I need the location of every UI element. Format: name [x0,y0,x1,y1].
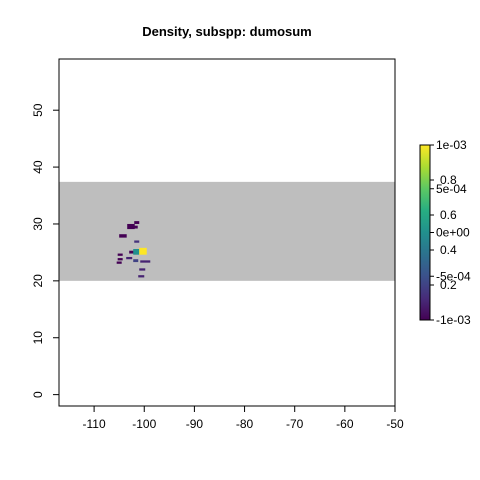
heatmap-cell [140,260,151,263]
x-tick-label: -50 [386,417,404,431]
heatmap-cell [119,234,127,238]
y-tick-label: 40 [31,160,45,174]
colorbar-label: 0.6 [440,208,457,222]
heatmap-cell [134,240,140,243]
y-tick-label: 20 [31,274,45,288]
heatmap-cell [134,221,140,224]
y-tick-label: 10 [31,331,45,345]
colorbar-label: 0.2 [440,278,457,292]
heatmap-cell [117,258,123,261]
heatmap-cell [126,256,133,260]
colorbar-label: 0e+00 [436,226,470,240]
heatmap-cell [132,225,138,229]
heatmap-cell [133,248,140,255]
y-tick-label: 50 [31,103,45,117]
x-axis: -110 -100 -90 -80 -70 -60 -50 [83,406,404,431]
colorbar-label: -5e-04 [436,269,471,283]
y-axis: 0 10 20 30 40 50 [31,103,59,398]
heatmap-cell [133,259,139,263]
y-tick-label: 0 [31,391,45,398]
colorbar-label: 5e-04 [436,182,467,196]
x-tick-label: -90 [186,417,204,431]
heatmap-cell [129,250,137,254]
colorbar-label: 0.4 [440,243,457,257]
heatmap-cell [116,261,122,264]
plot-background [59,181,395,281]
chart-title: Density, subspp: dumosum [142,24,312,39]
colorbar-label: -1e-03 [436,313,471,327]
colorbar-scale [419,144,431,321]
x-tick-label: -60 [336,417,354,431]
heatmap-cell [117,253,123,256]
heatmap-cell [139,247,147,255]
colorbar: 1e-03 5e-04 0e+00 -5e-04 -1e-03 0.8 0.6 0.4 0.2 [419,138,471,327]
colorbar-label: 1e-03 [436,138,467,152]
heatmap-cell [138,275,145,278]
x-tick-label: -70 [286,417,304,431]
colorbar-label: 0.8 [440,173,457,187]
x-tick-label: -80 [236,417,254,431]
plot-frame [58,58,396,407]
land-band [59,181,395,281]
heatmap-cell [139,268,146,271]
y-tick-label: 30 [31,217,45,231]
x-tick-label: -110 [83,417,106,431]
heatmap-cell [127,223,135,230]
heatmap-cells [116,221,151,278]
x-tick-label: -100 [132,417,156,431]
